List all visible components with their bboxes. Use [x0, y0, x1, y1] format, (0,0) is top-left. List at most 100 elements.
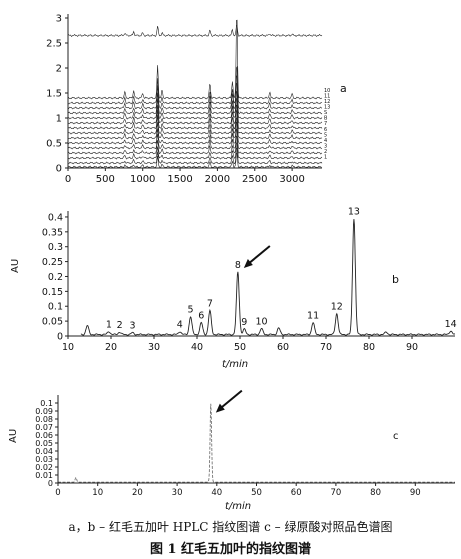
chart-a-plot-area	[67, 19, 323, 169]
y-tick-label-a: 0	[56, 164, 62, 175]
x-tick-label-a: 1000	[130, 174, 155, 185]
peak-label-b: 8	[235, 260, 241, 271]
trace-label-a: 1	[324, 154, 327, 160]
x-tick-label-c: 80	[370, 488, 381, 498]
chromatogram-trace-a	[67, 65, 323, 105]
figure-title: 图 1 红毛五加叶的指纹图谱	[149, 542, 312, 557]
x-tick-label-b: 50	[234, 342, 246, 353]
y-tick-label-c: 0.06	[35, 431, 53, 440]
y-tick-label-a: 0.5	[46, 139, 62, 150]
chromatogram-trace-a	[67, 142, 323, 160]
chromatogram-trace-a	[67, 147, 323, 165]
y-tick-label-b: 0.15	[42, 287, 63, 298]
x-tick-label-c: 20	[132, 488, 143, 498]
peak-label-b: 14	[445, 319, 457, 330]
trace-label-a: 2	[324, 149, 327, 155]
chart-b-y-axis: 0 0.05 0.1 0.15 0.2 0.25 0.3 0.35 0.4	[42, 211, 69, 343]
y-tick-label-b: 0.25	[42, 257, 63, 268]
trace-label-a: 10	[324, 88, 330, 94]
x-tick-label-a: 3000	[279, 174, 304, 185]
chart-c: 00.010.020.030.040.050.060.070.080.090.1…	[8, 389, 455, 512]
peak-label-b: 6	[198, 311, 204, 322]
trace-label-a: 13	[324, 105, 330, 111]
chart-a: 0 0.5 1 1.5 2 2.5 3 0 500 1000 1500 2000 2500 3000 1…	[46, 14, 347, 186]
chart-a-y-axis: 0 0.5 1 1.5 2 2.5 3	[46, 14, 69, 175]
trace-label-a: 5	[324, 132, 327, 138]
chart-a-annotation: a	[340, 82, 347, 95]
y-tick-label-b: 0	[57, 332, 63, 343]
x-tick-label-a: 1500	[167, 174, 192, 185]
peak-label-b: 5	[188, 305, 194, 316]
chromatogram-trace-a	[67, 98, 323, 125]
y-tick-label-a: 3	[56, 14, 62, 25]
x-tick-label-a: 500	[96, 174, 115, 185]
y-tick-label-c: 0	[48, 479, 53, 488]
arrow-shaft-b	[246, 245, 271, 266]
x-tick-label-b: 20	[105, 342, 117, 353]
y-tick-label-c: 0.05	[35, 439, 53, 448]
trace-label-a: S	[324, 110, 327, 116]
chromatogram-trace-a	[67, 19, 323, 100]
peak-label-b: 1	[106, 320, 112, 331]
trace-label-a: 4	[324, 138, 327, 144]
figure-legend-text: a，b – 红毛五加叶 HPLC 指纹图谱 c – 绿原酸对照品色谱图	[68, 520, 393, 534]
chromatogram-trace-a	[67, 110, 323, 135]
y-tick-label-b: 0.05	[42, 317, 63, 328]
x-tick-label-b: 60	[277, 342, 289, 353]
chart-c-ylabel: AU	[8, 429, 19, 443]
chart-b-plot-area	[80, 219, 456, 336]
peak-label-b: 13	[348, 206, 360, 217]
y-tick-label-c: 0.1	[40, 399, 53, 408]
chart-c-arrow	[215, 389, 243, 413]
y-tick-label-a: 2.5	[46, 39, 62, 50]
x-tick-label-c: 30	[172, 488, 183, 498]
chart-b: 00.050.10.150.20.250.30.350.4 10 20 30 40 50…	[10, 206, 457, 370]
peak-label-b: 10	[255, 317, 267, 328]
chart-b-arrow	[243, 245, 271, 269]
x-tick-label-c: 40	[211, 488, 222, 498]
y-tick-label-b: 0.3	[48, 242, 63, 253]
chromatogram-trace-b	[80, 219, 456, 336]
chart-c-x-axis: 0 10 20 30 40 50 60 70 80 90	[55, 482, 455, 498]
y-tick-label-c: 0.09	[35, 407, 53, 416]
x-tick-label-b: 10	[62, 342, 74, 353]
x-tick-label-b: 90	[406, 342, 418, 353]
x-tick-label-c: 70	[330, 488, 341, 498]
y-tick-label-c: 0.08	[35, 415, 53, 424]
x-tick-label-c: 50	[251, 488, 262, 498]
y-tick-label-c: 0.07	[35, 423, 53, 432]
peak-label-b: 4	[177, 320, 183, 331]
x-tick-label-b: 70	[320, 342, 332, 353]
y-tick-label-a: 1.5	[46, 89, 62, 100]
x-tick-label-b: 40	[191, 342, 203, 353]
arrow-shaft-c	[218, 389, 243, 411]
chart-c-plot-area	[58, 403, 455, 483]
y-tick-label-b: 0.35	[42, 227, 63, 238]
chart-b-annotation: b	[392, 273, 399, 286]
trace-label-a: 11	[324, 94, 330, 100]
chromatogram-trace-a	[67, 117, 323, 140]
trace-label-a: 12	[324, 99, 330, 105]
trace-label-a: 6	[324, 127, 327, 133]
x-tick-label-a: 2000	[205, 174, 230, 185]
y-tick-label-c: 0.04	[35, 447, 53, 456]
chromatogram-trace-a	[67, 24, 323, 37]
chart-c-xlabel: t/min	[225, 501, 251, 512]
y-tick-label-b: 0.1	[48, 302, 63, 313]
peak-label-b: 7	[207, 299, 213, 310]
chromatogram-trace-a	[67, 82, 323, 115]
x-tick-label-c: 10	[92, 488, 103, 498]
y-tick-label-c: 0.01	[35, 471, 53, 480]
x-tick-label-c: 60	[291, 488, 302, 498]
chart-a-x-axis: 0 500 1000 1500 2000 2500 3000	[65, 167, 322, 185]
chart-c-annotation: c	[393, 431, 399, 442]
chromatogram-trace-a	[67, 128, 323, 150]
trace-label-a: 7	[324, 121, 327, 127]
peak-label-b: 11	[307, 311, 319, 322]
peak-label-b: 9	[241, 317, 247, 328]
arrow-head-b	[243, 259, 253, 269]
x-tick-label-a: 2500	[242, 174, 267, 185]
chromatogram-trace-a	[67, 75, 323, 110]
